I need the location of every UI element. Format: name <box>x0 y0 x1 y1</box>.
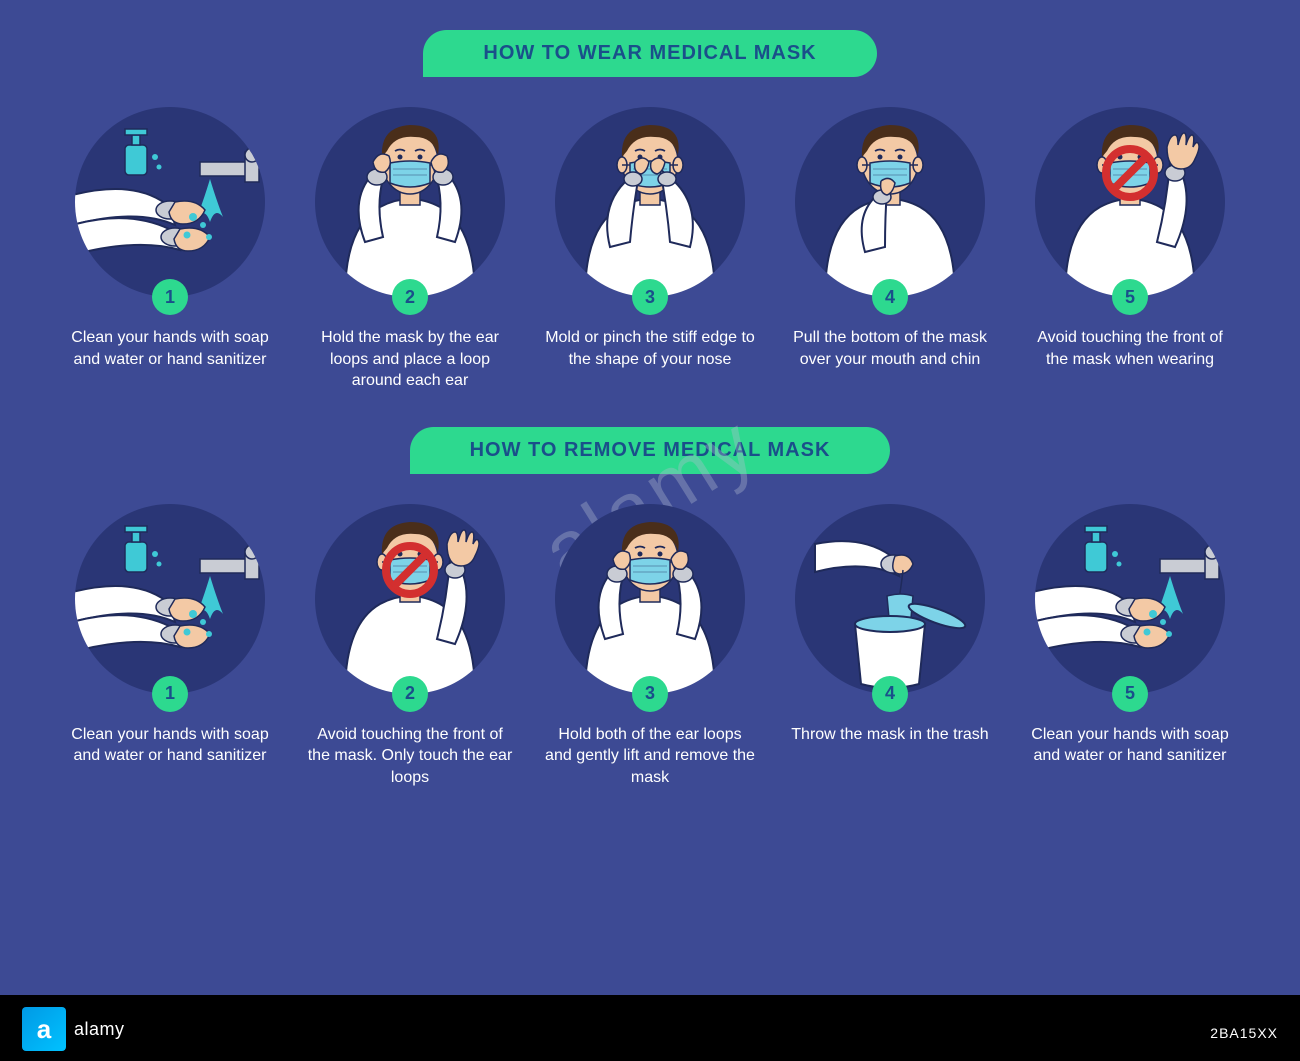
wear-step-3-badge: 3 <box>632 279 668 315</box>
remove-step-3-badge: 3 <box>632 676 668 712</box>
remove-step-4-illustration <box>795 504 985 694</box>
wear-step-5: 5 Avoid touching the front of the mask wh… <box>1020 107 1240 392</box>
wear-step-1-badge: 1 <box>152 279 188 315</box>
remove-step-4-caption: Throw the mask in the trash <box>791 724 988 746</box>
remove-step-5-badge: 5 <box>1112 676 1148 712</box>
wear-step-5-badge: 5 <box>1112 279 1148 315</box>
remove-step-5-illustration <box>1035 504 1225 694</box>
remove-step-1-badge: 1 <box>152 676 188 712</box>
remove-step-5: 5 Clean your hands with soap and water or… <box>1020 504 1240 789</box>
wear-step-3-illustration <box>555 107 745 297</box>
remove-step-3-caption: Hold both of the ear loops and gently li… <box>545 724 755 789</box>
remove-step-2: 2 Avoid touching the front of the mask. O… <box>300 504 520 789</box>
wear-step-3: 3 Mold or pinch the stiff edge to the sha… <box>540 107 760 392</box>
remove-steps-row: 1 Clean your hands with soap and water or… <box>60 504 1240 789</box>
remove-title-banner: HOW TO REMOVE MEDICAL MASK <box>410 427 891 474</box>
wear-step-1: 1 Clean your hands with soap and water or… <box>60 107 280 392</box>
wear-step-4-badge: 4 <box>872 279 908 315</box>
remove-step-2-illustration <box>315 504 505 694</box>
wear-step-2: 2 Hold the mask by the ear loops and plac… <box>300 107 520 392</box>
wear-title-banner: HOW TO WEAR MEDICAL MASK <box>423 30 876 77</box>
wear-step-3-caption: Mold or pinch the stiff edge to the shap… <box>545 327 755 370</box>
wear-step-4: 4 Pull the bottom of the mask over your m… <box>780 107 1000 392</box>
wear-step-2-illustration <box>315 107 505 297</box>
footer-image-code: 2BA15XX <box>1210 1025 1278 1041</box>
remove-step-4: 4 Throw the mask in the trash <box>780 504 1000 789</box>
remove-step-3-illustration <box>555 504 745 694</box>
remove-step-1: 1 Clean your hands with soap and water or… <box>60 504 280 789</box>
wear-step-4-caption: Pull the bottom of the mask over your mo… <box>785 327 995 370</box>
wear-step-5-illustration <box>1035 107 1225 297</box>
wear-step-2-caption: Hold the mask by the ear loops and place… <box>305 327 515 392</box>
wear-step-2-badge: 2 <box>392 279 428 315</box>
infographic-canvas: alamy HOW TO WEAR MEDICAL MASK 1Clean yo… <box>0 0 1300 995</box>
wear-step-1-illustration <box>75 107 265 297</box>
footer-logo: a alamy <box>22 1007 125 1051</box>
remove-step-5-caption: Clean your hands with soap and water or … <box>1025 724 1235 767</box>
footer-bar: a alamy 2BA15XX <box>0 995 1300 1061</box>
wear-step-5-caption: Avoid touching the front of the mask whe… <box>1025 327 1235 370</box>
remove-step-2-badge: 2 <box>392 676 428 712</box>
wear-steps-row: 1 Clean your hands with soap and water or… <box>60 107 1240 392</box>
remove-step-1-illustration <box>75 504 265 694</box>
wear-step-4-illustration <box>795 107 985 297</box>
footer-logo-mark: a <box>22 1007 66 1051</box>
wear-step-1-caption: Clean your hands with soap and water or … <box>65 327 275 370</box>
remove-step-2-caption: Avoid touching the front of the mask. On… <box>305 724 515 789</box>
remove-step-4-badge: 4 <box>872 676 908 712</box>
footer-brand-text: alamy <box>74 1019 125 1040</box>
remove-step-3: 3 Hold both of the ear loops and gently l… <box>540 504 760 789</box>
remove-step-1-caption: Clean your hands with soap and water or … <box>65 724 275 767</box>
